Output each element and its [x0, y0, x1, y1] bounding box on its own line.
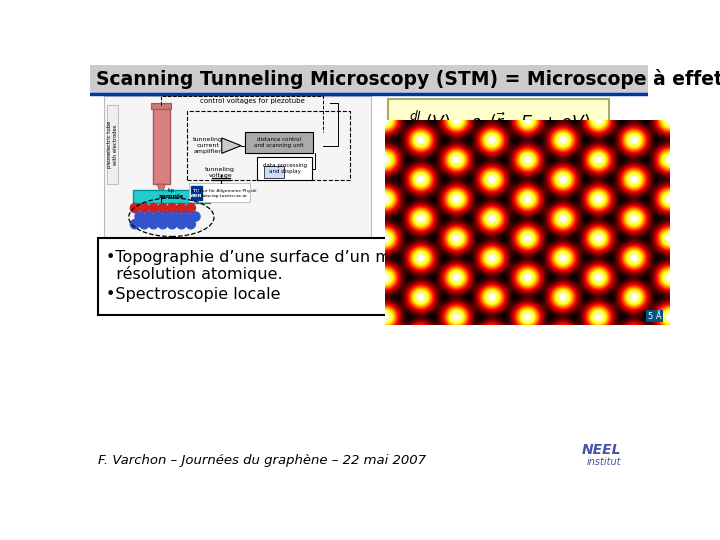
Text: institut: institut [586, 457, 621, 467]
Circle shape [186, 220, 195, 229]
Text: tip: tip [168, 188, 175, 193]
Text: Scanning Tunneling Microscopy (STM) = Microscope à effet tunnel.: Scanning Tunneling Microscopy (STM) = Mi… [96, 69, 720, 89]
Bar [104, 96, 372, 257]
Text: •Spectroscopie locale: •Spectroscopie locale [106, 287, 280, 302]
Circle shape [168, 204, 177, 213]
Text: sample: sample [158, 194, 184, 199]
Circle shape [158, 220, 168, 229]
Circle shape [177, 220, 186, 229]
Bar [153, 105, 170, 184]
Text: control voltages for piezotube: control voltages for piezotube [200, 98, 305, 104]
Text: ΝEEL: ΝEEL [581, 443, 621, 457]
Circle shape [149, 220, 158, 229]
Circle shape [153, 212, 163, 221]
Bar [107, 105, 118, 184]
Text: data processing
and display: data processing and display [263, 163, 307, 174]
Bar [245, 132, 313, 153]
Bar [388, 99, 609, 150]
Circle shape [163, 212, 172, 221]
Circle shape [140, 220, 149, 229]
Bar [90, 65, 648, 92]
Circle shape [130, 204, 140, 213]
Bar [189, 184, 250, 202]
Text: tunneling
current
amplifier: tunneling current amplifier [193, 137, 222, 154]
Circle shape [140, 204, 149, 213]
Text: tunneling
voltage: tunneling voltage [205, 167, 235, 178]
Bar [187, 111, 350, 180]
Circle shape [191, 212, 200, 221]
Circle shape [186, 204, 195, 213]
Bar [191, 186, 202, 200]
Text: piezoelectric tube
with electrodes: piezoelectric tube with electrodes [107, 121, 118, 168]
Text: TU
WIEN: TU WIEN [190, 189, 202, 198]
Text: $\frac{dI}{dV}(V) \propto \rho_S(\vec{r}_{//}, E_F + eV)$: $\frac{dI}{dV}(V) \propto \rho_S(\vec{r}… [407, 110, 590, 139]
Circle shape [130, 220, 140, 229]
Circle shape [135, 212, 144, 221]
Bar [256, 157, 312, 180]
Bar [151, 103, 171, 110]
Circle shape [158, 204, 168, 213]
Text: •Topographie d’une surface d’un métal ou d’un semiconducteur à la: •Topographie d’une surface d’un métal ou… [106, 249, 656, 265]
Polygon shape [222, 138, 241, 153]
Bar [264, 166, 284, 178]
Circle shape [177, 204, 186, 213]
Circle shape [181, 212, 191, 221]
Text: 5 Å: 5 Å [648, 312, 662, 321]
Bar [132, 190, 210, 204]
Bar [98, 238, 640, 315]
Circle shape [168, 220, 177, 229]
Circle shape [172, 212, 181, 221]
Text: distance control
and scanning unit: distance control and scanning unit [254, 137, 304, 148]
Polygon shape [158, 184, 165, 197]
Text: F. Varchon – Journées du graphène – 22 mai 2007: F. Varchon – Journées du graphène – 22 m… [98, 454, 426, 467]
Text: Institut für Allgemeine Physik
www.iap.tuwien.ac.at: Institut für Allgemeine Physik www.iap.t… [192, 189, 256, 198]
Circle shape [149, 204, 158, 213]
Circle shape [144, 212, 153, 221]
Text: résolution atomique.: résolution atomique. [106, 266, 282, 282]
